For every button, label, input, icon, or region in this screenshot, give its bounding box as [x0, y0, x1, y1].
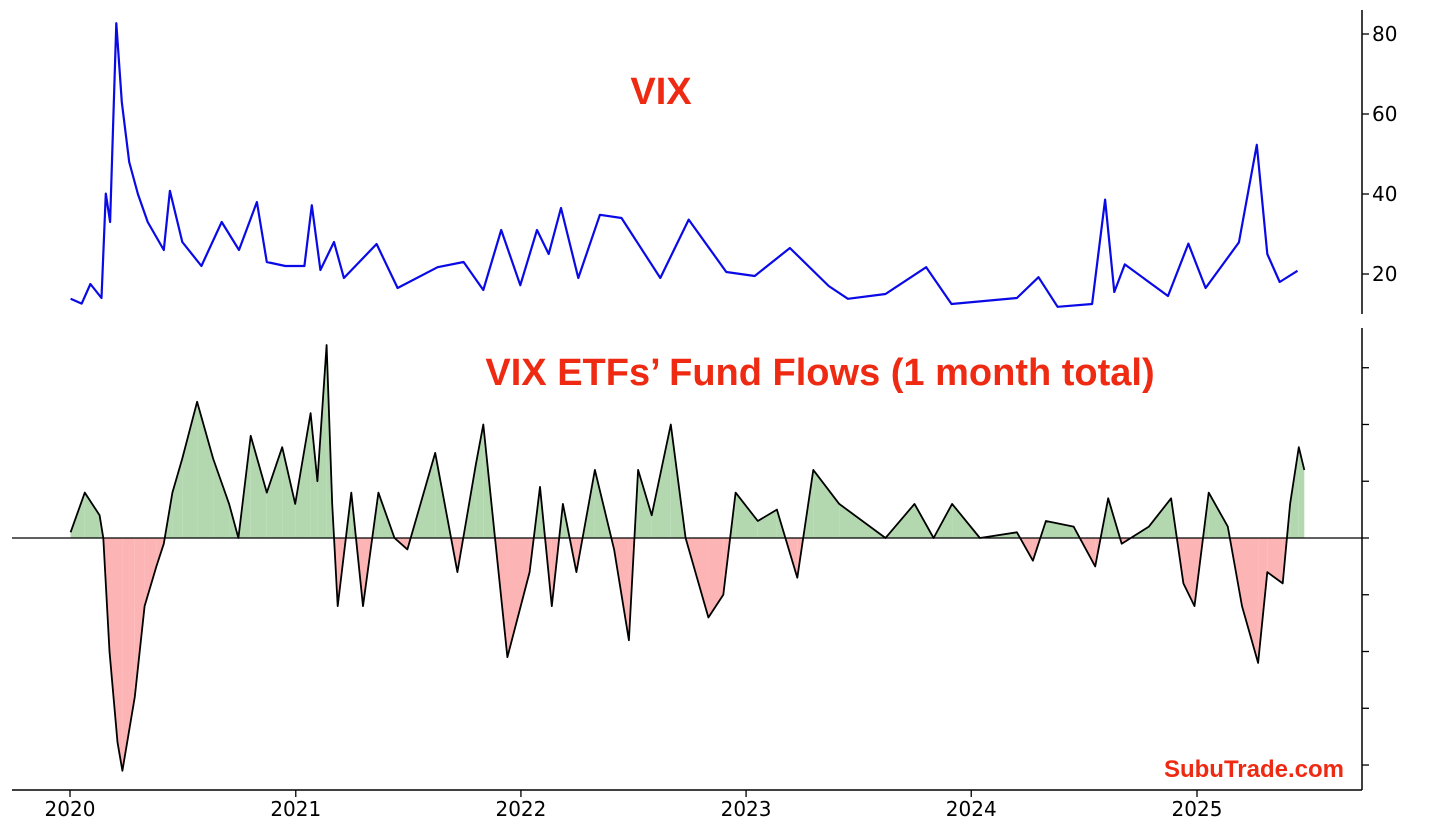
x-tick-label: 2024	[946, 797, 997, 821]
vix-y-ticks: 20 40 60 80	[1362, 22, 1397, 286]
negative-flow-area	[117, 538, 123, 771]
fund-flows-line	[69, 344, 1306, 772]
x-tick-label: 2025	[1172, 797, 1223, 821]
positive-flow-area	[213, 458, 230, 538]
positive-flow-area	[84, 492, 100, 538]
fund-flows-panel: VIX ETFs’ Fund Flows (1 month total) 202…	[12, 328, 1369, 821]
x-tick-label: 2020	[45, 797, 96, 821]
positive-flow-area	[1148, 498, 1172, 538]
positive-flow-area	[1208, 492, 1228, 538]
x-tick-label: 2023	[721, 797, 772, 821]
negative-flow-area	[144, 538, 157, 607]
positive-flow-area	[282, 447, 296, 538]
x-axis-ticks: 2020 2021 2022 2023 2024 2025	[45, 790, 1223, 821]
x-tick-label: 2021	[270, 797, 321, 821]
vix-series-line	[70, 22, 1299, 308]
negative-flow-area	[134, 538, 145, 697]
positive-flow-area	[317, 345, 327, 538]
positive-flow-area	[813, 469, 840, 538]
positive-flow-area	[295, 413, 311, 538]
positive-flow-area	[757, 509, 777, 538]
fund-flows-title: VIX ETFs’ Fund Flows (1 month total)	[485, 352, 1154, 394]
vix-y-tick-label: 60	[1372, 102, 1397, 126]
negative-flow-area	[708, 538, 724, 618]
vix-y-tick-label: 80	[1372, 22, 1397, 46]
watermark: SubuTrade.com	[1164, 756, 1344, 783]
negative-flow-area	[1267, 538, 1283, 584]
fund-flows-fills	[70, 345, 1305, 771]
positive-flow-area	[197, 401, 214, 538]
positive-flow-area	[638, 469, 652, 538]
positive-flow-area	[651, 424, 671, 538]
positive-flow-area	[250, 435, 267, 538]
fund-flows-y-ticks	[1362, 367, 1369, 766]
positive-flow-area	[475, 424, 484, 538]
positive-flow-area	[735, 492, 758, 538]
vix-panel: VIX 20 40 60 80	[70, 10, 1397, 314]
negative-flow-area	[109, 538, 118, 743]
positive-flow-area	[266, 447, 283, 538]
vix-title: VIX	[630, 71, 692, 113]
positive-flow-area	[172, 458, 183, 538]
vix-y-tick-label: 20	[1372, 262, 1397, 286]
positive-flow-area	[1290, 447, 1299, 538]
positive-flow-area	[310, 413, 318, 538]
x-tick-label: 2022	[495, 797, 546, 821]
positive-flow-area	[1298, 447, 1305, 538]
vix-y-tick-label: 40	[1372, 182, 1397, 206]
negative-flow-area	[1242, 538, 1259, 663]
positive-flow-area	[182, 401, 198, 538]
negative-flow-area	[507, 538, 530, 658]
